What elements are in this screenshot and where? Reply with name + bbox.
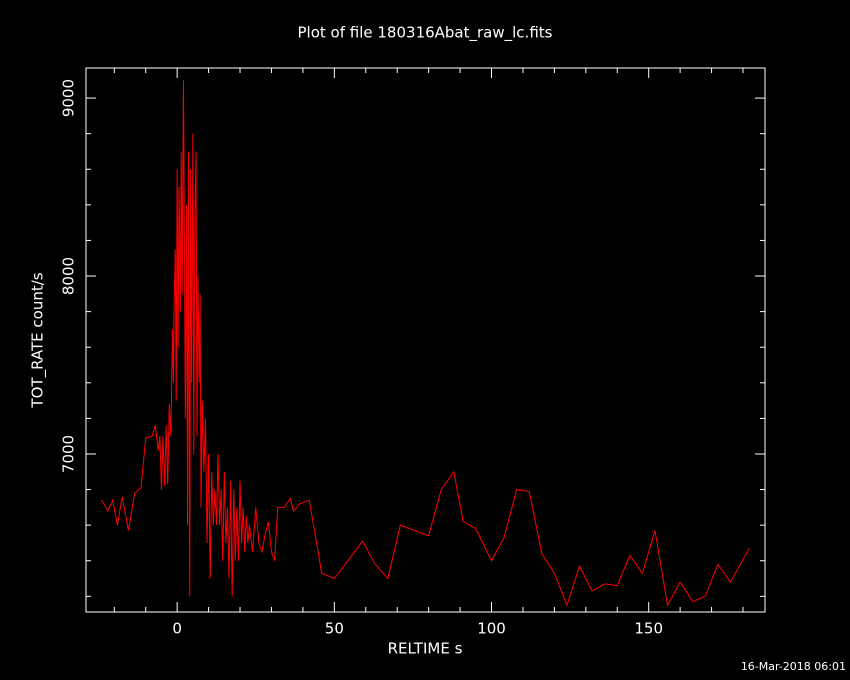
y-tick-label: 8000 [60, 257, 78, 295]
y-tick-label: 7000 [60, 435, 78, 473]
timestamp: 16-Mar-2018 06:01 [741, 660, 846, 673]
plot-frame [85, 67, 766, 613]
x-tick-label: 0 [172, 620, 182, 638]
x-tick-label: 150 [634, 620, 663, 638]
y-tick-label: 9000 [60, 79, 78, 117]
y-axis-label: TOT_RATE count/s [29, 272, 48, 408]
x-tick-label: 100 [477, 620, 506, 638]
x-axis-label: RELTIME s [388, 640, 463, 658]
light-curve [101, 80, 750, 607]
x-tick-label: 50 [325, 620, 344, 638]
chart-title: Plot of file 180316Abat_raw_lc.fits [298, 24, 553, 43]
